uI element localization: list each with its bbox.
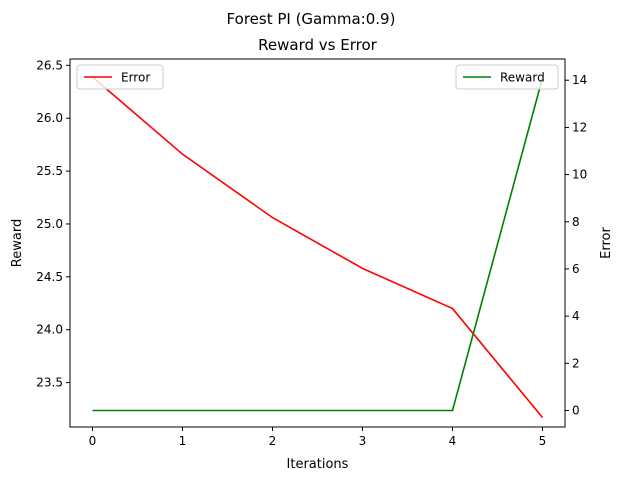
left-y-tick-label: 23.5 — [36, 376, 63, 390]
x-tick-label: 4 — [449, 434, 457, 448]
right-y-tick-label: 4 — [572, 309, 580, 323]
right-y-tick-label: 14 — [572, 73, 587, 87]
left-y-tick-label: 25.5 — [36, 164, 63, 178]
chart-suptitle: Forest PI (Gamma:0.9) — [227, 10, 396, 28]
series-line-0 — [91, 76, 544, 418]
left-y-tick-label: 25.0 — [36, 217, 63, 231]
plot-frame — [69, 58, 566, 428]
legend-box — [455, 64, 559, 90]
x-tick-label: 2 — [269, 434, 277, 448]
left-y-tick-label: 26.0 — [36, 111, 63, 125]
x-tick-label: 3 — [359, 434, 367, 448]
plot-area: 0 1 2 3 4 523.524.024.525.025.526.026.5024681… — [36, 58, 587, 448]
legend-box — [76, 64, 164, 90]
chart-title: Reward vs Error — [258, 36, 377, 54]
legend-1: Reward — [455, 64, 559, 90]
x-tick-label: 1 — [179, 434, 187, 448]
right-y-tick-label: 2 — [572, 356, 580, 370]
left-y-tick-label: 26.5 — [36, 58, 63, 72]
left-y-tick-label: 24.0 — [36, 323, 63, 337]
legend-label: Reward — [500, 71, 545, 85]
right-y-axis-label: Error — [599, 227, 614, 259]
left-y-tick-label: 24.5 — [36, 270, 63, 284]
left-y-axis-label: Reward — [10, 219, 25, 267]
right-y-tick-label: 10 — [572, 168, 587, 182]
x-axis-label: Iterations — [287, 457, 349, 472]
x-tick-label: 0 — [89, 434, 97, 448]
series-line-1 — [92, 77, 544, 412]
x-tick-label: 5 — [539, 434, 547, 448]
right-y-tick-label: 6 — [572, 262, 580, 276]
legend-0: Error — [76, 64, 164, 90]
right-y-tick-label: 12 — [572, 120, 587, 134]
right-y-tick-label: 8 — [572, 215, 580, 229]
right-y-tick-label: 0 — [572, 403, 580, 417]
legend-label: Error — [121, 71, 150, 85]
